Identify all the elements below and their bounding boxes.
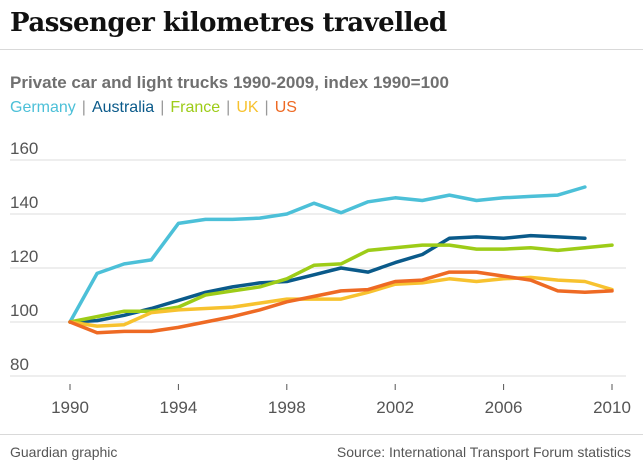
legend-separator: | (264, 99, 269, 116)
footer-divider (0, 434, 643, 435)
x-tick-label: 1990 (51, 398, 89, 417)
title-divider (0, 49, 643, 50)
legend-separator: | (160, 99, 165, 116)
legend: Germany | Australia | France | UK | US (10, 99, 297, 117)
y-tick-label: 140 (10, 193, 38, 212)
y-axis-labels: 80 100 120 140 160 (10, 139, 38, 374)
legend-item-uk: UK (236, 99, 259, 116)
legend-item-germany: Germany (10, 99, 76, 116)
x-tick-label: 1998 (268, 398, 306, 417)
series-line-uk (68, 275, 614, 328)
y-tick-label: 120 (10, 247, 38, 266)
x-tick-label: 2006 (485, 398, 523, 417)
legend-item-france: France (170, 99, 221, 116)
chart-title: Passenger kilometres travelled (10, 8, 447, 38)
footer-credit: Guardian graphic (10, 444, 118, 460)
x-tick-label: 2002 (376, 398, 414, 417)
legend-item-australia: Australia (91, 99, 155, 116)
series-line-germany (68, 185, 587, 324)
y-tick-label: 80 (10, 355, 29, 374)
series-line-france (68, 243, 614, 324)
series-line-us (68, 270, 614, 335)
x-tick-label: 1994 (159, 398, 197, 417)
y-tick-label: 160 (10, 139, 38, 158)
series-line-australia (68, 233, 587, 324)
x-axis-labels: 1990 1994 1998 2002 2006 2010 (51, 384, 631, 417)
legend-separator: | (81, 99, 86, 116)
series-lines (68, 185, 614, 335)
legend-separator: | (226, 99, 231, 116)
grid-lines (10, 159, 626, 377)
x-tick-label: 2010 (593, 398, 631, 417)
chart-subtitle: Private car and light trucks 1990-2009, … (10, 73, 449, 92)
legend-item-us: US (274, 99, 297, 116)
y-tick-label: 100 (10, 301, 38, 320)
footer-source: Source: International Transport Forum st… (336, 444, 631, 460)
